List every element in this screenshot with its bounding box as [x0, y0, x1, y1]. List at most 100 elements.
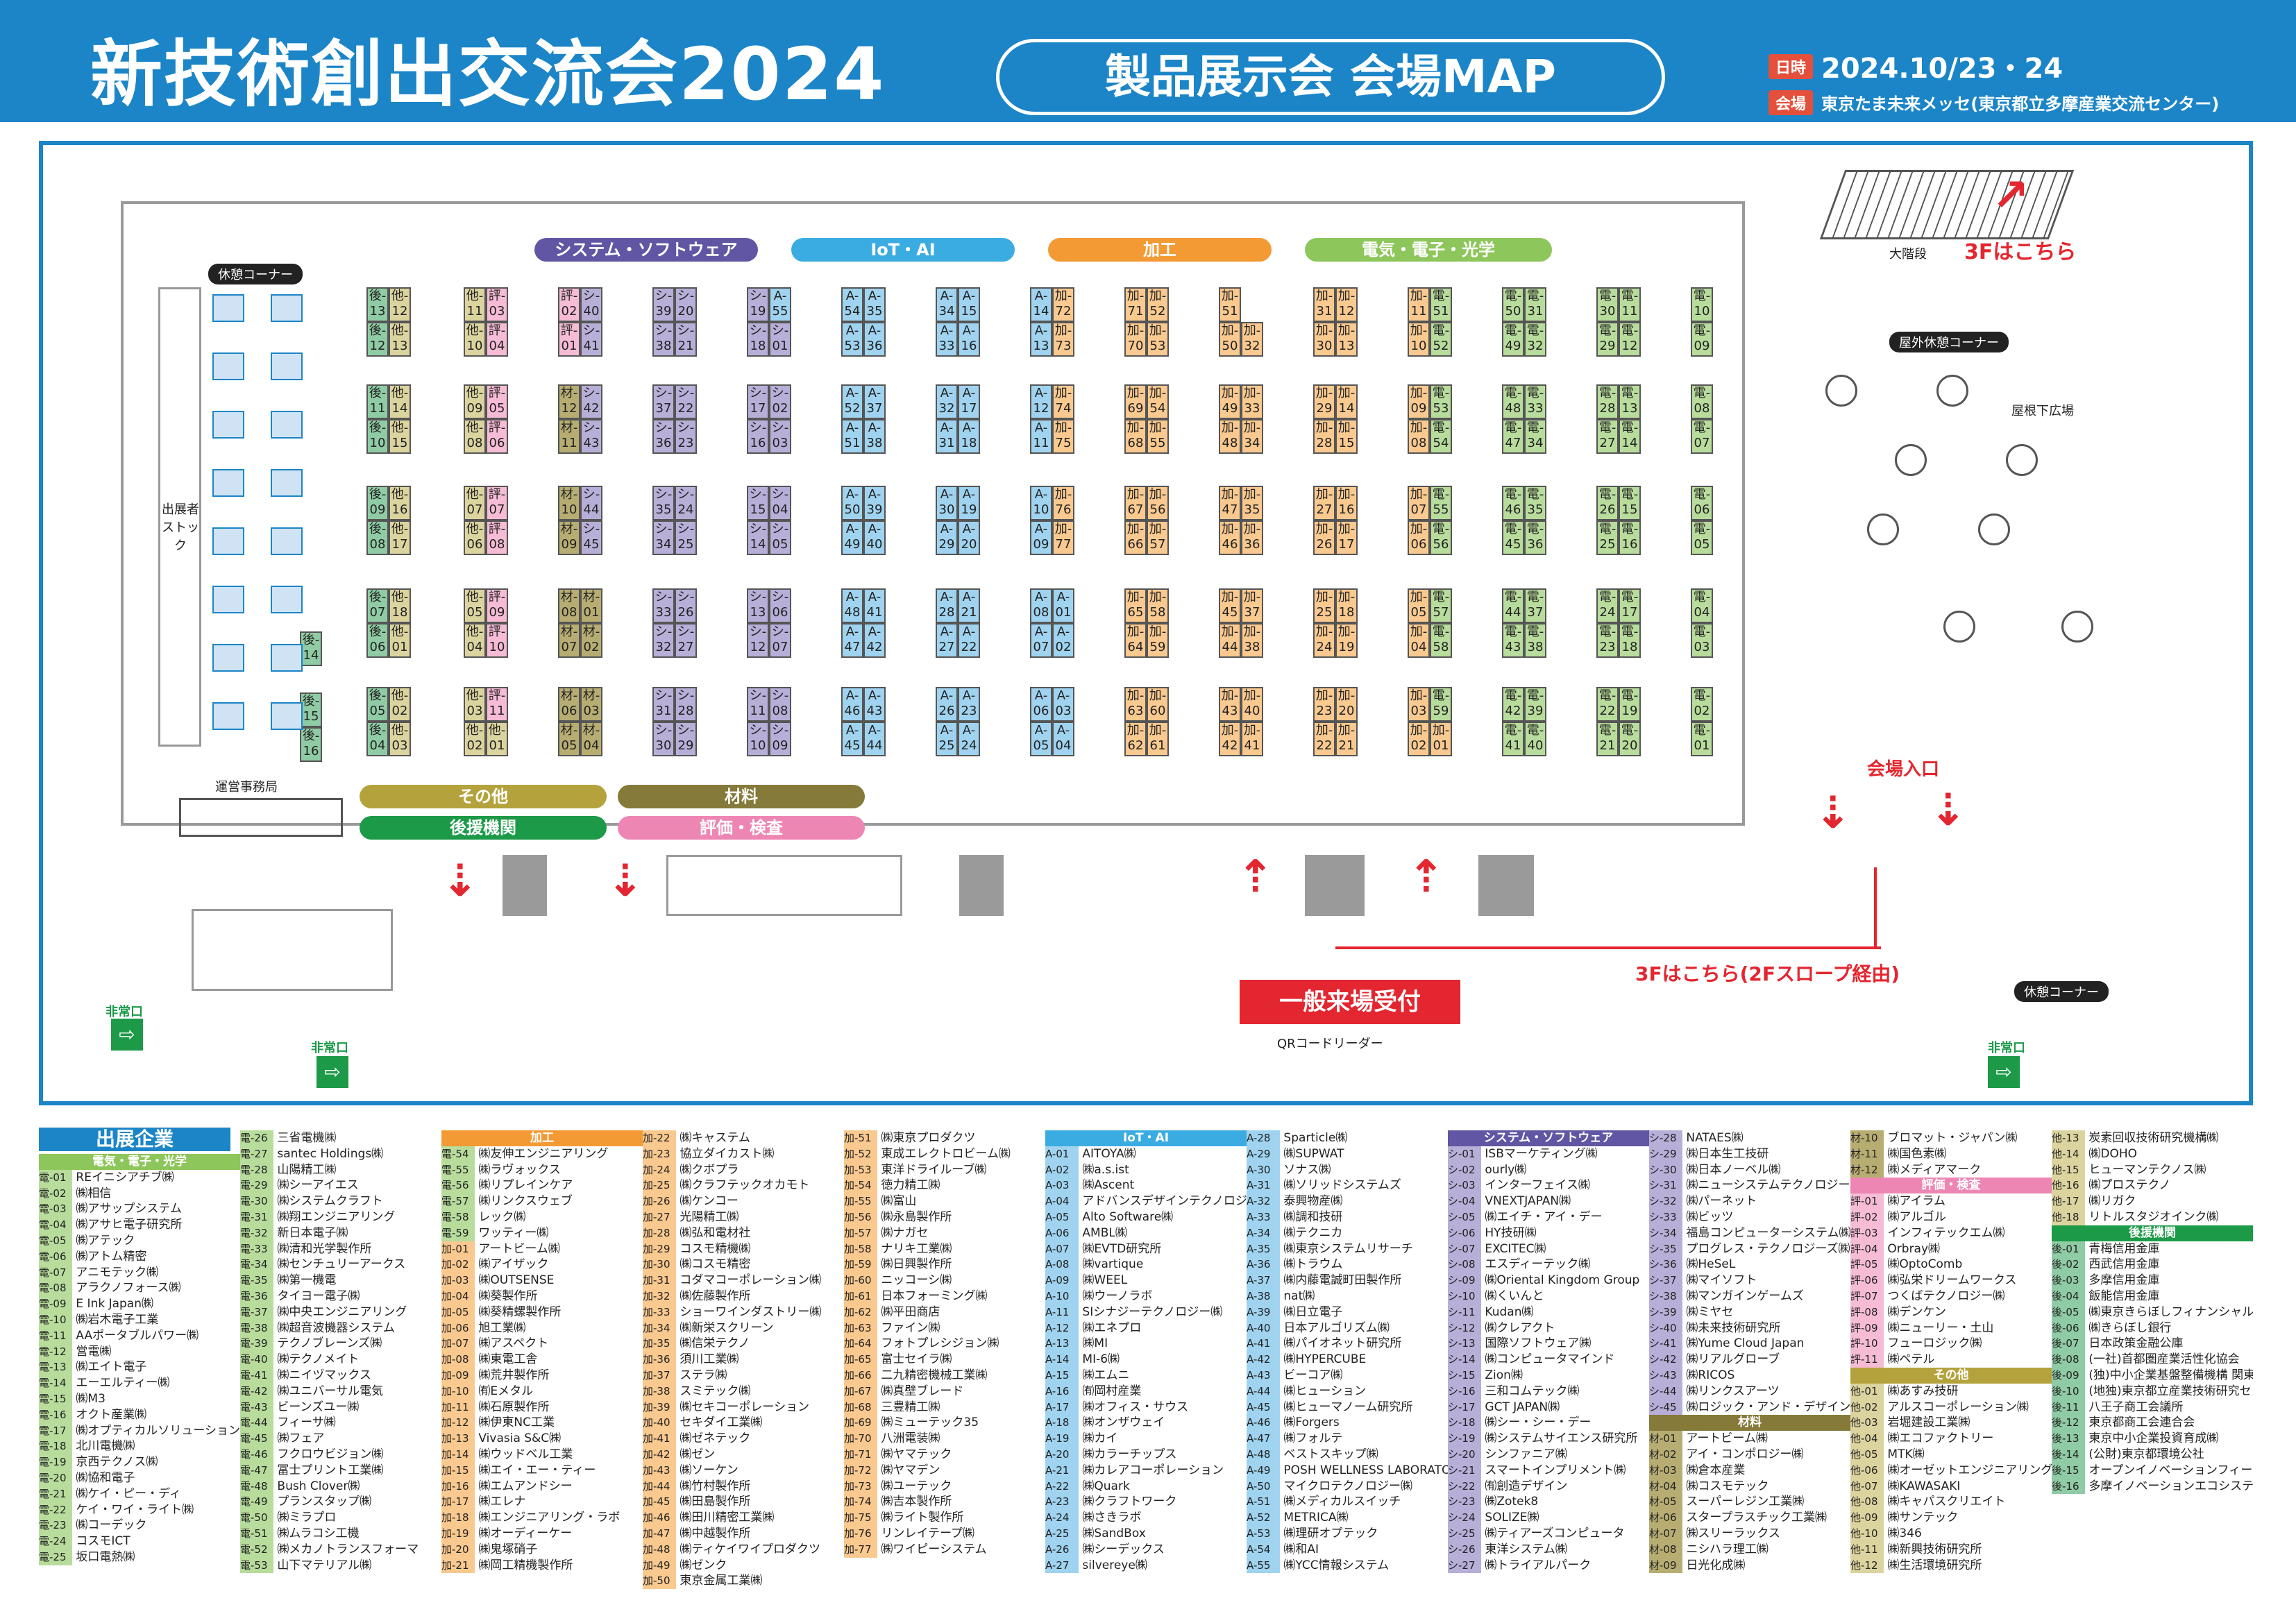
booth[interactable]: シ- 23 — [675, 419, 697, 454]
exhibitor-row[interactable]: 後-11 八王子商工会議所 — [2052, 1399, 2253, 1416]
booth[interactable]: 加- 21 — [1335, 722, 1358, 756]
booth[interactable]: 加- 44 — [1219, 623, 1241, 658]
exhibitor-row[interactable]: A-55 ㈱YCC情報システム — [1247, 1557, 1448, 1574]
exhibitor-row[interactable]: 電-42 ㈱ユニバーサル電気 — [240, 1383, 441, 1400]
booth[interactable]: 加- 07 — [1408, 486, 1430, 520]
booth[interactable]: 加- 77 — [1052, 520, 1074, 555]
exhibitor-row[interactable]: 加-04 ㈱葵製作所 — [441, 1288, 643, 1305]
booth[interactable]: 後- 13 — [366, 287, 389, 322]
booth[interactable]: 加- 16 — [1335, 486, 1358, 520]
exhibitor-row[interactable]: A-48 ベストスキップ㈱ — [1247, 1446, 1448, 1463]
booth[interactable]: A- 28 — [936, 588, 958, 623]
booth[interactable]: 加- 73 — [1052, 322, 1074, 357]
booth[interactable]: 加- 38 — [1241, 623, 1263, 658]
booth[interactable]: 後- 05 — [366, 687, 389, 722]
exhibitor-row[interactable]: 加-33 ショーワインダストリー㈱ — [643, 1304, 844, 1320]
booth[interactable]: 加- 12 — [1335, 287, 1358, 322]
booth[interactable]: 電- 40 — [1524, 722, 1546, 756]
booth[interactable]: 加- 19 — [1335, 623, 1358, 658]
booth[interactable]: 他- 03 — [464, 687, 486, 722]
booth[interactable]: A- 33 — [936, 322, 958, 357]
booth[interactable]: A- 11 — [1030, 419, 1052, 454]
exhibitor-row[interactable]: 電-12 営電㈱ — [39, 1343, 240, 1360]
booth[interactable]: シ- 13 — [747, 588, 769, 623]
booth[interactable]: シ- 45 — [580, 520, 602, 555]
booth[interactable]: A- 49 — [841, 520, 863, 555]
booth[interactable]: A- 25 — [936, 722, 958, 756]
booth[interactable]: A- 14 — [1030, 287, 1052, 322]
exhibitor-row[interactable]: 後-12 東京都商工会連合会 — [2052, 1415, 2253, 1431]
exhibitor-row[interactable]: 他-12 ㈱生活環境研究所 — [1850, 1557, 2052, 1574]
exhibitor-row[interactable]: 他-17 ㈱リガク — [2052, 1193, 2253, 1209]
exhibitor-row[interactable]: 評-06 ㈱弘栄ドリームワークス — [1850, 1273, 2052, 1289]
booth[interactable]: 加- 62 — [1124, 722, 1147, 756]
booth[interactable]: シ- 04 — [769, 486, 791, 520]
booth[interactable]: 加- 66 — [1124, 520, 1147, 555]
exhibitor-row[interactable]: シ-21 スマートインプリメント㈱ — [1448, 1462, 1649, 1479]
exhibitor-row[interactable]: 電-25 坂口電熱㈱ — [39, 1549, 240, 1565]
booth[interactable]: A- 52 — [841, 384, 863, 419]
booth[interactable]: 他- 02 — [464, 722, 486, 756]
booth[interactable]: 電- 59 — [1430, 687, 1452, 722]
exhibitor-row[interactable]: A-23 ㈱クラフトワーク — [1045, 1494, 1247, 1511]
exhibitor-row[interactable]: 後-04 飯能信用金庫 — [2052, 1288, 2253, 1305]
booth[interactable]: 加- 18 — [1335, 588, 1358, 623]
exhibitor-row[interactable]: 加-36 須川工業㈱ — [643, 1352, 844, 1368]
exhibitor-row[interactable]: 加-58 ナリキ工業㈱ — [844, 1241, 1045, 1257]
booth[interactable]: 加- 26 — [1313, 520, 1335, 555]
booth[interactable]: 評- 08 — [486, 520, 508, 555]
booth[interactable]: 加- 59 — [1147, 623, 1169, 658]
exhibitor-row[interactable]: シ-43 ㈱RICOS — [1649, 1367, 1850, 1384]
exhibitor-row[interactable]: 電-34 ㈱センチュリーアークス — [240, 1257, 441, 1273]
booth[interactable]: 電- 08 — [1691, 384, 1713, 419]
exhibitor-row[interactable]: 後-14 (公財)東京都環境公社 — [2052, 1446, 2253, 1463]
exhibitor-row[interactable]: 電-41 ㈱ニイヅマックス — [240, 1367, 441, 1384]
booth[interactable]: 電- 19 — [1619, 687, 1641, 722]
booth[interactable]: 電- 11 — [1619, 287, 1641, 322]
booth[interactable]: シ- 18 — [747, 322, 769, 357]
exhibitor-row[interactable]: シ-42 ㈱リアルグローブ — [1649, 1352, 1850, 1368]
booth[interactable]: 電- 25 — [1596, 520, 1619, 555]
exhibitor-row[interactable]: A-10 ㈱ウーノラボ — [1045, 1288, 1247, 1305]
exhibitor-row[interactable]: 加-47 ㈱中越製作所 — [643, 1525, 844, 1542]
exhibitor-row[interactable]: 加-75 ㈱ライト製作所 — [844, 1510, 1045, 1526]
booth[interactable]: A- 37 — [863, 384, 886, 419]
exhibitor-row[interactable]: 加-50 東京金属工業㈱ — [643, 1573, 844, 1590]
exhibitor-row[interactable]: 電-28 山陽精工㈱ — [240, 1162, 441, 1178]
exhibitor-row[interactable]: A-50 マイクロテクノロジー㈱ — [1247, 1478, 1448, 1495]
exhibitor-row[interactable]: 評-11 ㈱ペテル — [1850, 1352, 2052, 1368]
booth[interactable]: A- 10 — [1030, 486, 1052, 520]
exhibitor-row[interactable]: A-46 ㈱Forgers — [1247, 1415, 1448, 1431]
exhibitor-row[interactable]: シ-40 ㈱未来技術研究所 — [1649, 1320, 1850, 1336]
booth[interactable]: A- 36 — [863, 322, 886, 357]
exhibitor-row[interactable]: 加-51 ㈱東京プロダクツ — [844, 1130, 1045, 1146]
booth[interactable]: 加- 46 — [1219, 520, 1241, 555]
exhibitor-row[interactable]: 評-05 ㈱OptoComb — [1850, 1257, 2052, 1273]
booth[interactable]: 加- 76 — [1052, 486, 1074, 520]
exhibitor-row[interactable]: 加-59 ㈱日興製作所 — [844, 1257, 1045, 1273]
exhibitor-row[interactable]: シ-30 ㈱日本ノーベル㈱ — [1649, 1162, 1850, 1178]
exhibitor-row[interactable]: 加-49 ㈱ゼンク — [643, 1557, 844, 1574]
booth[interactable]: 電- 49 — [1502, 322, 1524, 357]
exhibitor-row[interactable]: A-41 ㈱パイオネット研究所 — [1247, 1336, 1448, 1352]
exhibitor-row[interactable]: 電-57 ㈱リンクスウェブ — [441, 1193, 643, 1209]
exhibitor-row[interactable]: 電-54 ㈱友伸エンジニアリング — [441, 1146, 643, 1162]
exhibitor-row[interactable]: 加-11 ㈱石原製作所 — [441, 1399, 643, 1416]
exhibitor-row[interactable]: 電-15 ㈱M3 — [39, 1391, 240, 1407]
booth[interactable]: A- 31 — [936, 419, 958, 454]
booth[interactable]: 材- 09 — [558, 520, 580, 555]
booth[interactable]: 電- 06 — [1691, 486, 1713, 520]
exhibitor-row[interactable]: 電-46 フクロウビジョン㈱ — [240, 1446, 441, 1463]
exhibitor-row[interactable]: A-44 ㈱ヒューション — [1247, 1383, 1448, 1400]
exhibitor-row[interactable]: 加-66 二九精密機械工業㈱ — [844, 1367, 1045, 1384]
booth[interactable]: A- 06 — [1030, 687, 1052, 722]
booth[interactable]: 加- 51 — [1219, 287, 1241, 322]
booth[interactable]: 他- 12 — [389, 287, 411, 322]
exhibitor-row[interactable]: A-26 ㈱シーデックス — [1045, 1541, 1247, 1558]
booth[interactable]: 加- 33 — [1241, 384, 1263, 419]
exhibitor-row[interactable]: 評-07 つくばテクノロジー㈱ — [1850, 1288, 2052, 1305]
exhibitor-row[interactable]: 後-06 ㈱きらぼし銀行 — [2052, 1320, 2253, 1336]
exhibitor-row[interactable]: 他-13 炭素回収技術研究機構㈱ — [2052, 1130, 2253, 1146]
booth[interactable]: A- 03 — [1052, 687, 1074, 722]
exhibitor-row[interactable]: 他-01 ㈱あすみ技研 — [1850, 1383, 2052, 1400]
